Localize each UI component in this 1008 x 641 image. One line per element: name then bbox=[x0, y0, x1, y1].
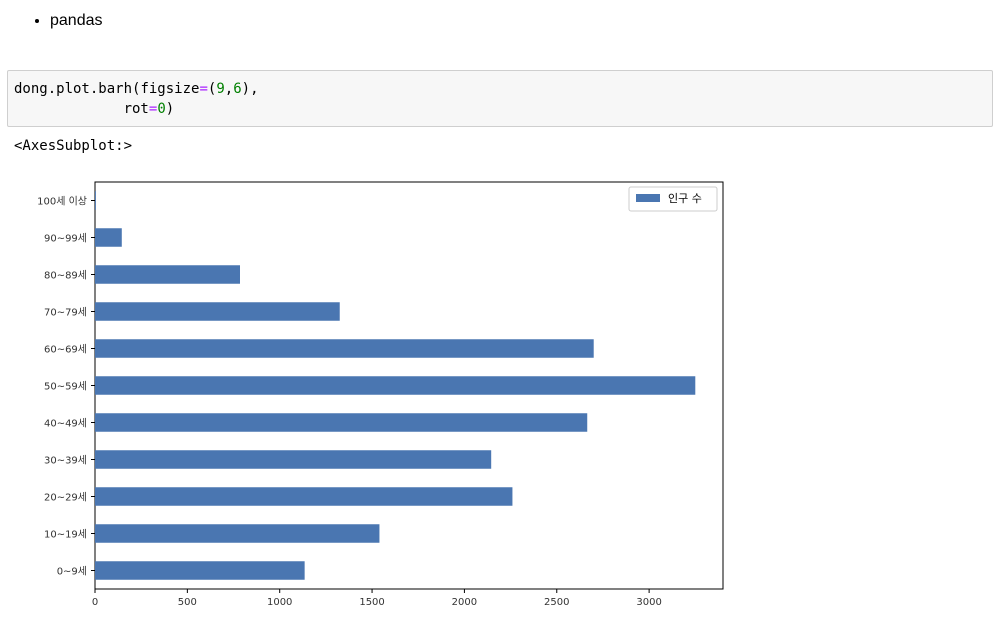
code-paren: ( bbox=[132, 81, 141, 97]
output-repr: <AxesSubplot:> bbox=[14, 138, 133, 154]
code-operator: = bbox=[199, 81, 208, 97]
x-tick-label: 500 bbox=[178, 597, 197, 608]
bar bbox=[95, 302, 340, 321]
bar bbox=[95, 265, 240, 284]
code-paren: ) bbox=[241, 81, 251, 97]
code-function: dong.plot.barh bbox=[14, 81, 133, 97]
code-comma: , bbox=[250, 81, 259, 97]
y-tick-label: 60~69세 bbox=[44, 344, 87, 356]
barh-chart: 0~9세 10~19세 20~29세 30~39세 40~49세 50~59세 60~69세… bbox=[37, 181, 724, 608]
y-tick-label: 70~79세 bbox=[44, 307, 87, 319]
y-tick-label: 100세 이상 bbox=[37, 196, 87, 208]
bar bbox=[95, 339, 594, 358]
code-input[interactable]: dong.plot.barh(figsize=(9,6), rot=0) bbox=[8, 71, 992, 127]
legend-label: 인구 수 bbox=[668, 192, 702, 205]
code-number: 6 bbox=[233, 81, 242, 97]
code-cell[interactable]: dong.plot.barh(figsize=(9,6), rot=0) bbox=[7, 70, 993, 127]
x-tick-label: 2000 bbox=[452, 597, 477, 608]
code-comma: , bbox=[224, 81, 234, 97]
bar bbox=[95, 450, 492, 469]
y-tick-label: 90~99세 bbox=[44, 233, 87, 245]
x-tick-label: 3000 bbox=[636, 597, 661, 608]
legend: 인구 수 bbox=[628, 186, 718, 212]
bar bbox=[95, 191, 96, 210]
x-tick-label: 2500 bbox=[544, 597, 569, 608]
code-number: 0 bbox=[157, 101, 166, 117]
y-tick-label: 50~59세 bbox=[44, 381, 87, 393]
x-tick-label: 1000 bbox=[267, 597, 292, 608]
code-keyword-rot: rot bbox=[123, 101, 149, 117]
bar bbox=[95, 561, 305, 580]
bar bbox=[95, 524, 380, 543]
x-tick-label: 0 bbox=[92, 597, 98, 608]
y-tick-label: 20~29세 bbox=[44, 492, 87, 504]
y-tick-label: 40~49세 bbox=[44, 418, 87, 430]
code-paren: ( bbox=[207, 81, 217, 97]
bar bbox=[95, 228, 122, 247]
y-tick-label: 80~89세 bbox=[44, 270, 87, 282]
legend-box bbox=[628, 186, 718, 212]
markdown-list: pandas bbox=[30, 8, 103, 34]
code-keyword-figsize: figsize bbox=[140, 81, 200, 97]
bar bbox=[95, 413, 588, 432]
bar bbox=[95, 487, 513, 506]
bar bbox=[95, 376, 696, 395]
code-operator: = bbox=[148, 101, 158, 117]
y-tick-label: 30~39세 bbox=[44, 455, 87, 467]
markdown-bullet: pandas bbox=[50, 8, 103, 34]
code-paren: ) bbox=[165, 101, 175, 117]
legend-swatch bbox=[636, 194, 660, 202]
y-tick-label: 10~19세 bbox=[44, 529, 87, 541]
y-tick-label: 0~9세 bbox=[57, 566, 87, 578]
code-number: 9 bbox=[216, 81, 225, 97]
x-tick-label: 1500 bbox=[359, 597, 384, 608]
